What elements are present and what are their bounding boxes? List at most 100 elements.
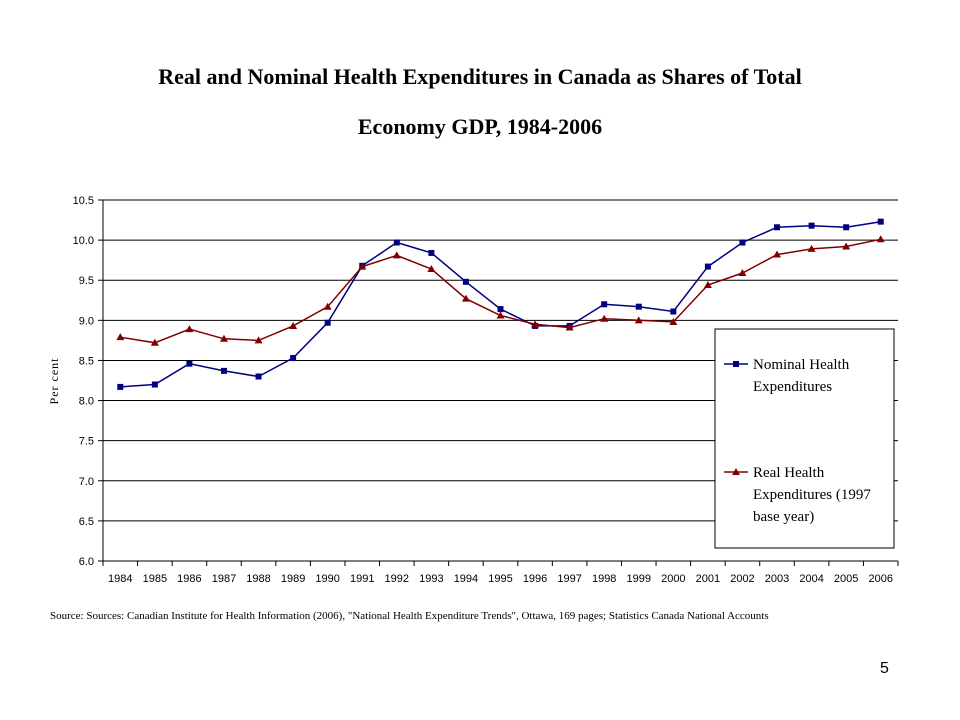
legend-real-label-line-1: Real Health xyxy=(753,465,825,481)
data-point xyxy=(531,320,540,328)
x-tick-label: 2001 xyxy=(696,573,720,585)
data-point xyxy=(774,224,781,231)
legend-item-real: Real Health Expenditures (1997 base year… xyxy=(724,465,871,525)
y-tick-label: 6.5 xyxy=(79,516,94,528)
data-point xyxy=(116,333,125,341)
x-tick-label: 1985 xyxy=(143,573,167,585)
series-line xyxy=(120,238,881,344)
x-tick-label: 1992 xyxy=(385,573,409,585)
data-point xyxy=(289,321,298,329)
x-tick-label: 1987 xyxy=(212,573,236,585)
data-point xyxy=(876,235,885,243)
data-point xyxy=(220,367,227,374)
data-point xyxy=(773,250,782,258)
data-point xyxy=(150,338,159,346)
data-point xyxy=(185,325,194,333)
legend-box xyxy=(714,328,895,549)
legend: Nominal Health Expenditures Real Health … xyxy=(714,328,895,549)
data-point xyxy=(496,311,505,319)
data-point xyxy=(392,251,401,259)
x-tick-label: 2003 xyxy=(765,573,789,585)
legend-nominal-label-line-1: Nominal Health xyxy=(753,357,850,373)
data-point xyxy=(254,336,263,344)
data-point xyxy=(290,355,297,362)
data-point xyxy=(427,264,436,272)
x-tick-label: 1999 xyxy=(627,573,651,585)
x-tick-label: 2006 xyxy=(868,573,892,585)
x-tick-label: 1995 xyxy=(488,573,512,585)
axes xyxy=(98,199,899,566)
data-point xyxy=(669,317,678,325)
x-tick-label: 1986 xyxy=(177,573,201,585)
x-tick-label: 2005 xyxy=(834,573,858,585)
y-tick-label: 10.0 xyxy=(73,235,94,247)
data-point xyxy=(219,334,228,342)
data-point xyxy=(601,301,608,308)
data-point xyxy=(151,381,158,388)
legend-real-label-line-2: Expenditures (1997 xyxy=(753,487,871,503)
x-tick-label: 1998 xyxy=(592,573,616,585)
y-axis-tick-labels: 6.0 6.5 7.0 7.5 8.0 8.5 9.0 9.5 10.0 10.5 xyxy=(73,195,94,568)
data-point xyxy=(462,278,469,285)
data-point xyxy=(843,224,850,231)
x-tick-label: 2002 xyxy=(730,573,754,585)
data-point xyxy=(808,222,815,229)
x-tick-label: 1991 xyxy=(350,573,374,585)
x-tick-label: 1997 xyxy=(557,573,581,585)
data-point xyxy=(634,316,643,324)
source-note: Source: Sources: Canadian Institute for … xyxy=(50,610,769,622)
legend-item-nominal: Nominal Health Expenditures xyxy=(724,357,850,395)
data-point xyxy=(635,303,642,310)
data-point xyxy=(393,239,400,246)
x-tick-label: 1989 xyxy=(281,573,305,585)
data-point xyxy=(117,383,124,390)
x-tick-label: 1993 xyxy=(419,573,443,585)
data-point xyxy=(565,323,574,331)
legend-real-marker xyxy=(732,468,740,475)
legend-nominal-marker xyxy=(733,361,739,367)
data-point xyxy=(186,360,193,367)
data-point xyxy=(323,302,332,310)
x-tick-label: 1984 xyxy=(108,573,132,585)
y-tick-label: 8.5 xyxy=(79,355,94,367)
x-tick-label: 1994 xyxy=(454,573,478,585)
y-tick-label: 8.0 xyxy=(79,396,94,408)
y-axis-label: Per cent xyxy=(47,358,61,405)
x-tick-label: 1988 xyxy=(246,573,270,585)
slide-number: 5 xyxy=(880,660,889,677)
chart-title-line-2: Economy GDP, 1984-2006 xyxy=(357,114,603,139)
data-point xyxy=(739,239,746,246)
x-tick-label: 2004 xyxy=(799,573,823,585)
series-lines xyxy=(116,218,885,390)
y-tick-label: 7.5 xyxy=(79,436,94,448)
data-point xyxy=(738,269,747,277)
data-point xyxy=(877,218,884,225)
data-point xyxy=(428,249,435,256)
data-point xyxy=(600,314,609,322)
data-point xyxy=(703,281,712,289)
data-point xyxy=(842,242,851,250)
y-tick-label: 9.5 xyxy=(79,275,94,287)
data-point xyxy=(255,373,262,380)
x-tick-label: 1996 xyxy=(523,573,547,585)
data-point xyxy=(358,262,367,270)
data-point xyxy=(670,308,677,315)
legend-nominal-label-line-2: Expenditures xyxy=(753,379,832,395)
legend-real-label-line-3: base year) xyxy=(753,509,814,525)
data-point xyxy=(807,244,816,252)
data-point xyxy=(704,263,711,270)
y-tick-label: 6.0 xyxy=(79,556,94,568)
data-point xyxy=(324,319,331,326)
chart-title: Real and Nominal Health Expenditures in … xyxy=(60,52,900,152)
chart-title-line-1: Real and Nominal Health Expenditures in … xyxy=(158,64,802,89)
data-point xyxy=(461,294,470,302)
x-tick-label: 2000 xyxy=(661,573,685,585)
y-tick-label: 10.5 xyxy=(73,195,94,207)
y-tick-label: 9.0 xyxy=(79,315,94,327)
y-tick-label: 7.0 xyxy=(79,476,94,488)
x-tick-label: 1990 xyxy=(315,573,339,585)
series-real xyxy=(116,235,885,346)
x-axis-tick-labels: 1984 1985 1986 1987 1988 1989 1990 1991 1992 1993… xyxy=(108,573,893,585)
data-point xyxy=(497,306,504,313)
